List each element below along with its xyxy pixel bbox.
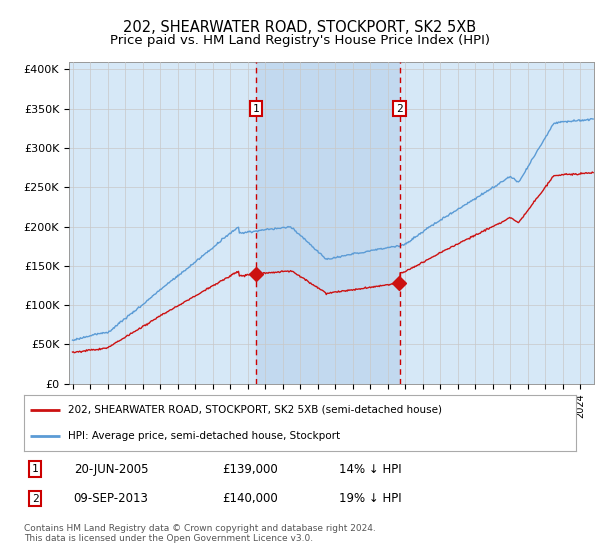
Text: 202, SHEARWATER ROAD, STOCKPORT, SK2 5XB (semi-detached house): 202, SHEARWATER ROAD, STOCKPORT, SK2 5XB… bbox=[68, 405, 442, 415]
Text: £140,000: £140,000 bbox=[223, 492, 278, 505]
Text: HPI: Average price, semi-detached house, Stockport: HPI: Average price, semi-detached house,… bbox=[68, 431, 340, 441]
Text: 2: 2 bbox=[396, 104, 403, 114]
Text: 1: 1 bbox=[32, 464, 38, 474]
Bar bbox=[256, 62, 400, 384]
Text: Price paid vs. HM Land Registry's House Price Index (HPI): Price paid vs. HM Land Registry's House … bbox=[110, 34, 490, 46]
Text: 202, SHEARWATER ROAD, STOCKPORT, SK2 5XB: 202, SHEARWATER ROAD, STOCKPORT, SK2 5XB bbox=[124, 20, 476, 35]
Text: 09-SEP-2013: 09-SEP-2013 bbox=[74, 492, 149, 505]
Text: 14% ↓ HPI: 14% ↓ HPI bbox=[338, 463, 401, 475]
Text: Contains HM Land Registry data © Crown copyright and database right 2024.
This d: Contains HM Land Registry data © Crown c… bbox=[24, 524, 376, 543]
Text: 1: 1 bbox=[253, 104, 259, 114]
Text: 2: 2 bbox=[32, 494, 38, 503]
Text: £139,000: £139,000 bbox=[223, 463, 278, 475]
Text: 20-JUN-2005: 20-JUN-2005 bbox=[74, 463, 148, 475]
Text: 19% ↓ HPI: 19% ↓ HPI bbox=[338, 492, 401, 505]
